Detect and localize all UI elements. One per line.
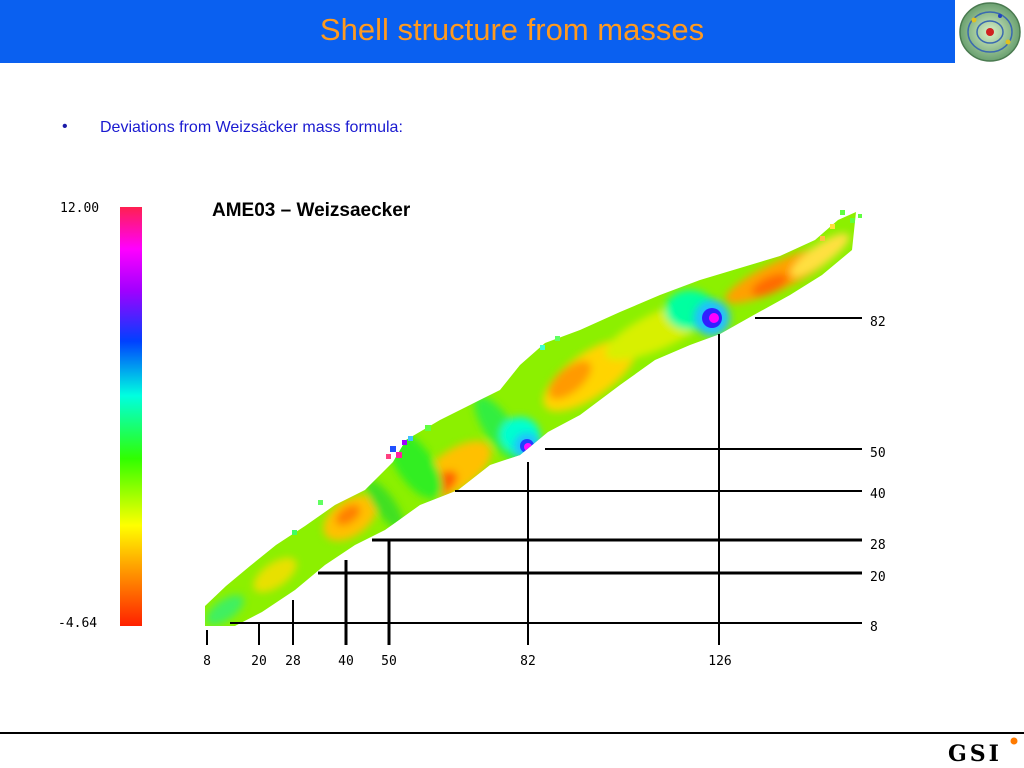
tick-label-z50: 50	[870, 446, 886, 461]
edge-pixels	[292, 210, 862, 535]
tick-label-z8: 8	[870, 620, 878, 635]
tick-label-n82: 82	[520, 654, 536, 669]
atom-logo-icon	[959, 2, 1021, 62]
tick-label-n50: 50	[381, 654, 397, 669]
tick-label-n126: 126	[708, 654, 731, 669]
neutron-shell-lines	[206, 334, 720, 645]
chart-title: AME03 – Weizsaecker	[212, 200, 411, 221]
gsi-logo: GSI	[948, 737, 1018, 765]
tick-label-z20: 20	[870, 570, 886, 585]
tick-label-n20: 20	[251, 654, 267, 669]
neutron-magic-labels: 8 20 28 40 50 82 126	[203, 654, 732, 669]
bullet-marker: •	[62, 118, 68, 135]
colorbar	[120, 207, 142, 626]
tick-label-n8: 8	[203, 654, 211, 669]
colorbar-min-label: -4.64	[58, 616, 97, 631]
tick-label-z82: 82	[870, 315, 886, 330]
footer-divider	[0, 732, 1024, 734]
tick-label-n40: 40	[338, 654, 354, 669]
proton-shell-lines	[230, 317, 862, 624]
page-title: Shell structure from masses	[319, 12, 705, 47]
colorbar-max-label: 12.00	[60, 201, 99, 216]
tick-label-z28: 28	[870, 538, 886, 553]
tick-label-n28: 28	[285, 654, 301, 669]
proton-magic-labels: 82 50 40 28 20 8	[870, 315, 886, 635]
title-bar	[0, 0, 955, 63]
heatmap-chart: 12.00 -4.64 AME03 – Weizsaecker	[58, 200, 886, 669]
gsi-logo-text: GSI	[948, 741, 1002, 765]
tick-label-z40: 40	[870, 487, 886, 502]
bullet-text: Deviations from Weizsäcker mass formula:	[100, 119, 403, 136]
